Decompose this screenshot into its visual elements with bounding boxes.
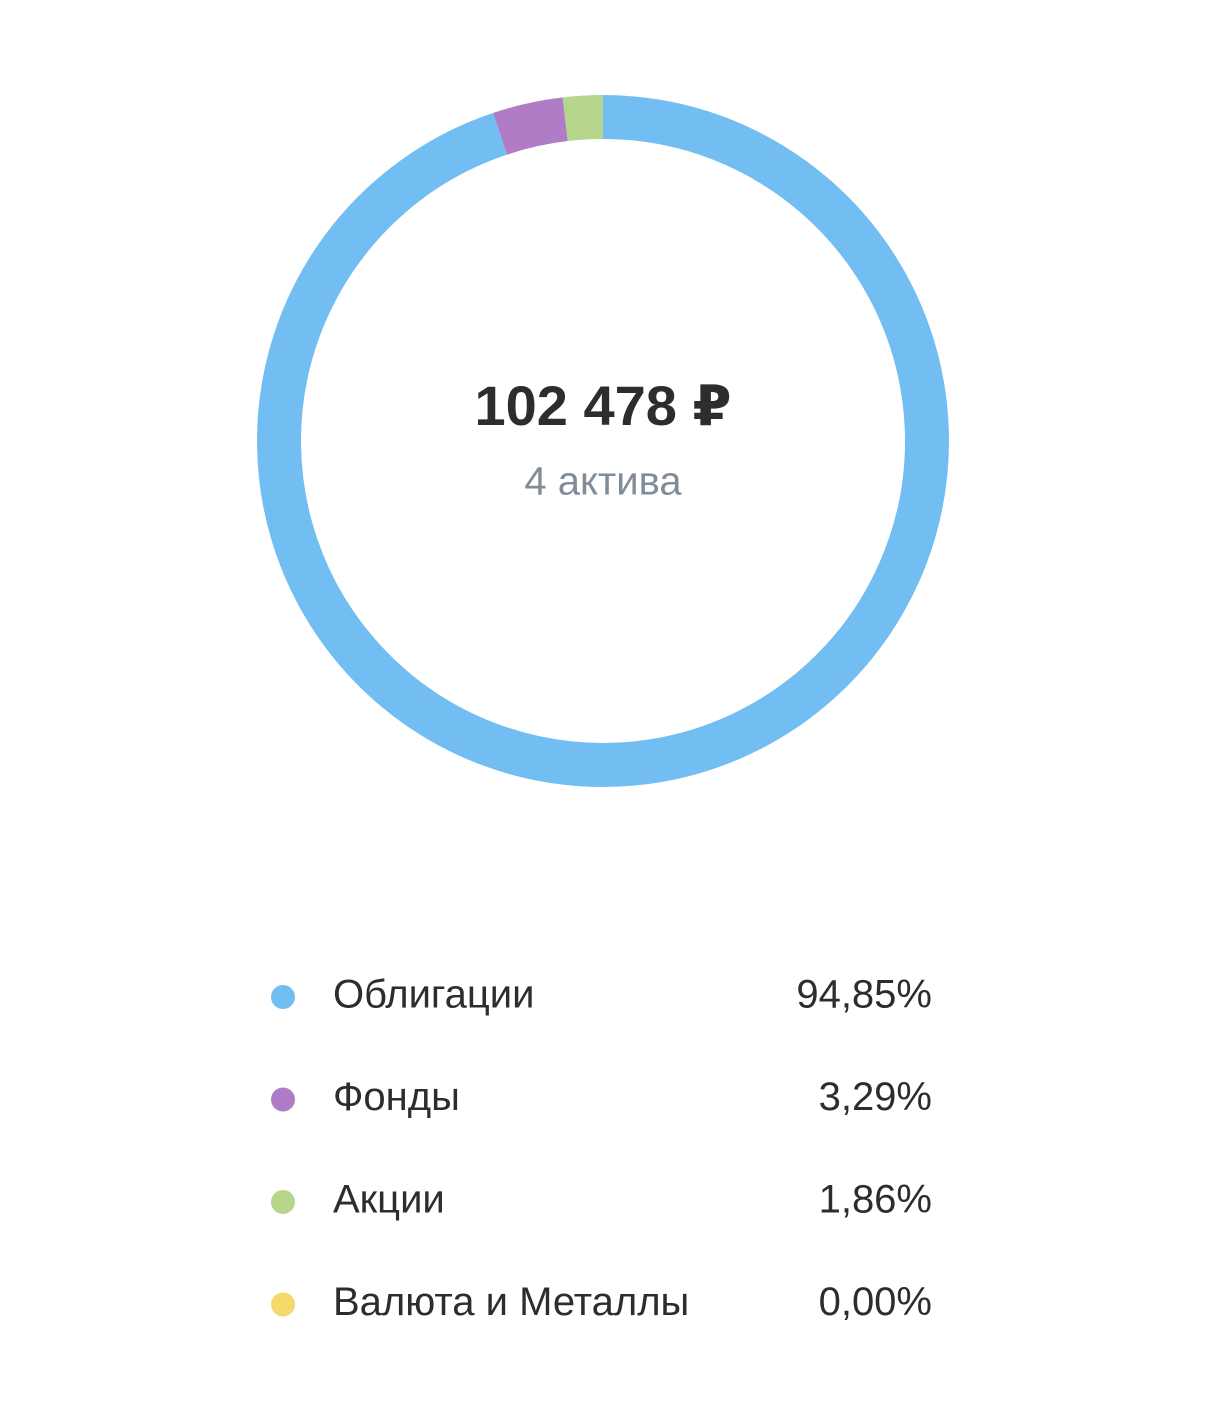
- legend-label: Фонды: [333, 1075, 460, 1119]
- legend-dot: [271, 1190, 295, 1214]
- center-subtitle: 4 актива: [524, 460, 682, 504]
- legend-label: Акции: [333, 1178, 445, 1222]
- center-title: 102 478 ₽: [475, 374, 732, 437]
- legend-dot: [271, 1292, 295, 1317]
- legend-value: 0,00%: [819, 1280, 932, 1324]
- legend-value: 94,85%: [796, 973, 932, 1017]
- donut-segment: [257, 95, 949, 787]
- legend-value: 3,29%: [819, 1075, 932, 1119]
- legend-label: Облигации: [333, 973, 534, 1017]
- legend-dot: [271, 1087, 295, 1112]
- legend-label: Валюта и Металлы: [333, 1280, 689, 1324]
- donut-segment: [492, 97, 569, 155]
- legend-dot: [271, 985, 295, 1009]
- legend-value: 1,86%: [819, 1178, 932, 1222]
- donut-segment: [562, 95, 604, 142]
